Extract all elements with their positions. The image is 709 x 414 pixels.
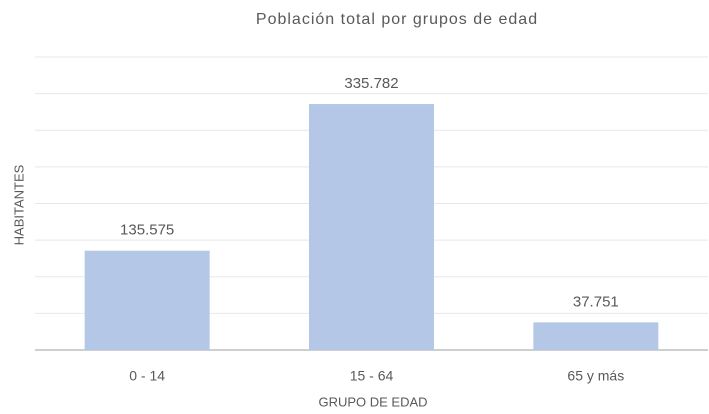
data-label: 37.751 bbox=[573, 293, 619, 310]
chart-title: Población total por grupos de edad bbox=[256, 11, 538, 28]
bar bbox=[533, 322, 659, 350]
bar bbox=[84, 250, 210, 350]
x-axis-label: GRUPO DE EDAD bbox=[318, 394, 427, 409]
data-label: 335.782 bbox=[344, 75, 398, 92]
bar bbox=[309, 104, 434, 350]
data-label: 135.575 bbox=[120, 222, 174, 239]
x-tick-label: 0 - 14 bbox=[129, 368, 165, 384]
x-tick-label: 65 y más bbox=[567, 368, 624, 384]
x-tick-label: 15 - 64 bbox=[350, 368, 394, 384]
y-axis-label: HABITANTES bbox=[11, 164, 26, 245]
